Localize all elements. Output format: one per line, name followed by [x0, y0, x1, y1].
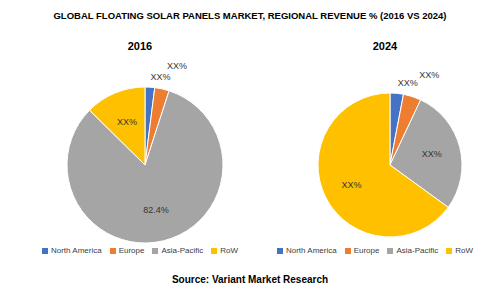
html-text:Source: Variant Market Researc: Source: Variant Market Research: [171, 274, 329, 285]
svg-text:XX%: XX%: [422, 149, 442, 159]
html-text:GLOBAL FLOATING SOLAR PANELS M: GLOBAL FLOATING SOLAR PANELS MARKET, REG…: [53, 10, 447, 21]
html-text:North America: North America: [286, 246, 337, 255]
svg-text:XX%: XX%: [342, 180, 362, 190]
html-text:2024: 2024: [372, 40, 398, 52]
svg-text:82.4%: 82.4%: [143, 205, 169, 215]
html-text:RoW: RoW: [455, 246, 473, 255]
html-text:Asia-Pacific: Asia-Pacific: [396, 246, 439, 255]
svg-text:XX%: XX%: [167, 61, 187, 71]
html-text:Europe: Europe: [353, 246, 380, 255]
html-text:Asia-Pacific: Asia-Pacific: [161, 246, 204, 255]
html-text:RoW: RoW: [220, 246, 238, 255]
svg-text:XX%: XX%: [419, 70, 439, 80]
html-text:North America: North America: [51, 246, 102, 255]
svg-text:XX%: XX%: [117, 117, 137, 127]
svg-text:XX%: XX%: [398, 78, 418, 88]
svg-text:XX%: XX%: [151, 72, 171, 82]
html-text:2016: 2016: [127, 40, 153, 52]
html-text:Europe: Europe: [118, 246, 145, 255]
